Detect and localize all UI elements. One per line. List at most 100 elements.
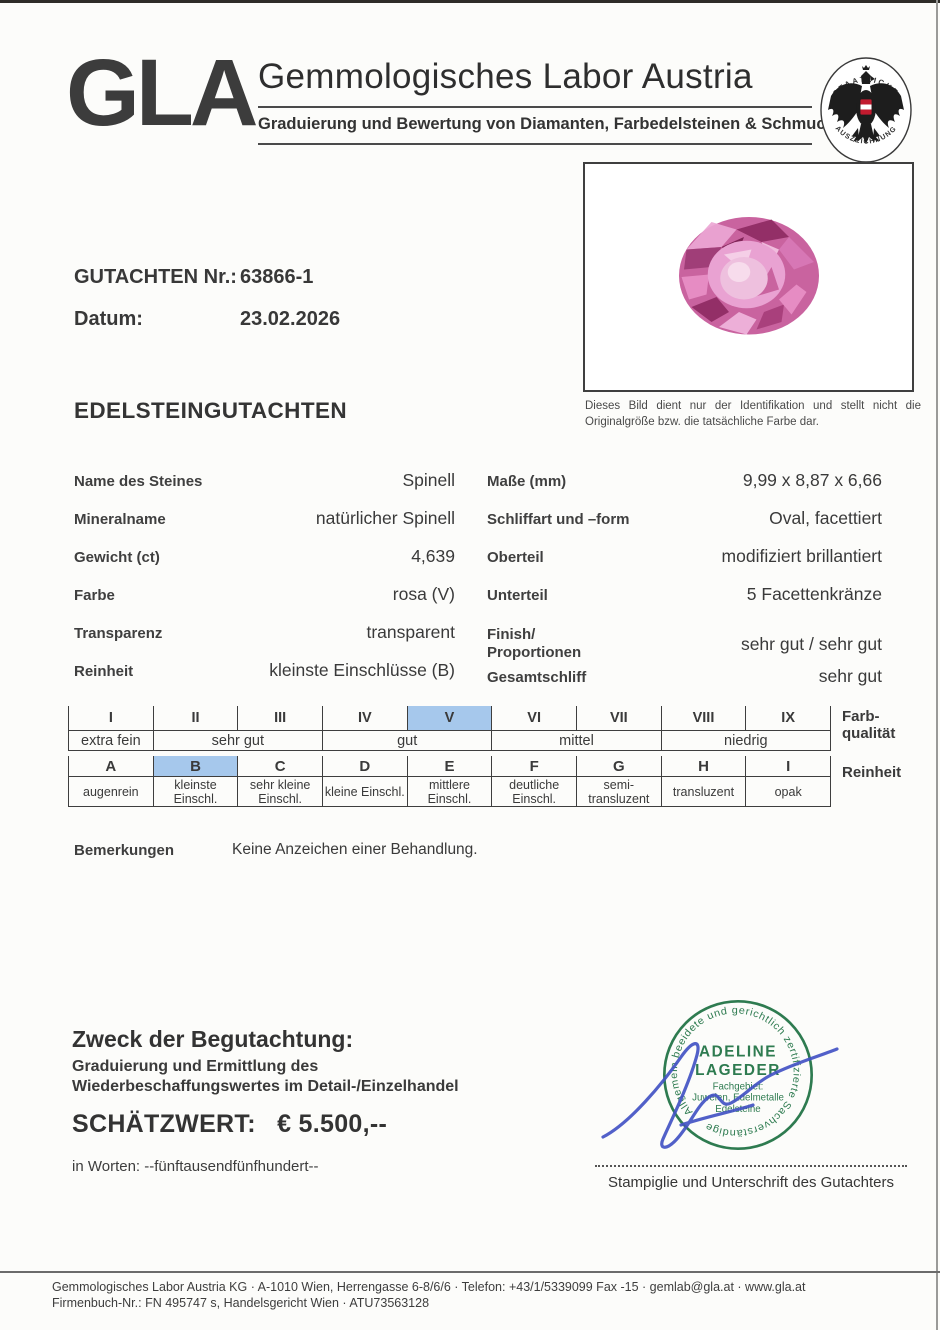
stamp-name-line1: ADELINE bbox=[699, 1044, 777, 1061]
spec-value: sehr gut bbox=[818, 666, 882, 686]
color-grade-cell: IX bbox=[745, 706, 830, 730]
spec-row-transparency: Transparenz transparent bbox=[74, 622, 455, 660]
date-label: Datum: bbox=[74, 308, 143, 330]
remarks-label: Bemerkungen bbox=[74, 842, 175, 859]
stamp-field-label: Fachgebiet: bbox=[713, 1081, 764, 1092]
spec-label: Name des Steines bbox=[74, 473, 203, 490]
spec-label-line1: Finish/ bbox=[487, 626, 536, 643]
clarity-grade-cell: F bbox=[491, 756, 576, 776]
spec-label: Gewicht (ct) bbox=[74, 549, 160, 566]
spec-row-weight: Gewicht (ct) 4,639 bbox=[74, 546, 455, 584]
eagle-shield-icon bbox=[859, 98, 873, 116]
color-grade-cell: VIII bbox=[660, 706, 746, 730]
color-grade-cell: I bbox=[68, 706, 153, 730]
color-group-row: extra fein sehr gut gut mittel niedrig bbox=[68, 730, 831, 751]
footer-registry-line: Firmenbuch-Nr.: FN 495747 s, Handelsgeri… bbox=[52, 1296, 430, 1310]
lab-title-block: Gemmologisches Labor Austria Graduierung… bbox=[258, 57, 835, 145]
spec-label-line2: Proportionen bbox=[487, 644, 582, 661]
clarity-grade-cell: E bbox=[406, 756, 492, 776]
spec-value: Oval, facettiert bbox=[769, 508, 882, 528]
clarity-grade-cell: I bbox=[745, 756, 830, 776]
spec-label: Mineralname bbox=[74, 511, 166, 528]
clarity-description-cell: sehr kleine Einschl. bbox=[237, 777, 322, 806]
header-rule-bottom bbox=[258, 143, 812, 145]
spec-label: Farbe bbox=[74, 587, 115, 604]
color-group-cell: mittel bbox=[491, 731, 660, 750]
clarity-description-cell: kleinste Einschl. bbox=[152, 777, 238, 806]
specs-column-right: Maße (mm) 9,99 x 8,87 x 6,66 Schliffart … bbox=[487, 470, 882, 698]
clarity-grade-cell: D bbox=[321, 756, 407, 776]
color-grade-cell: VI bbox=[491, 706, 576, 730]
clarity-description-cell: deutliche Einschl. bbox=[491, 777, 576, 806]
clarity-description-cell: semi-transluzent bbox=[575, 777, 661, 806]
axis-label-line1: Farb- bbox=[842, 708, 880, 725]
color-grade-cell: VII bbox=[575, 706, 661, 730]
purpose-section: Zweck der Begutachtung: Graduierung und … bbox=[72, 1026, 492, 1097]
signature-caption: Stampiglie und Unterschrift des Gutachte… bbox=[608, 1174, 894, 1191]
header-rule-top bbox=[258, 106, 812, 108]
gemstone-photo-frame bbox=[583, 162, 914, 392]
purpose-line2: Wiederbeschaffungswertes im Detail-/Einz… bbox=[72, 1078, 459, 1095]
estimated-value-label: SCHÄTZWERT: bbox=[72, 1110, 256, 1138]
footer-contact-line: Gemmologisches Labor Austria KG · A-1010… bbox=[52, 1280, 806, 1294]
spec-value: natürlicher Spinell bbox=[315, 508, 455, 528]
color-quality-scale: I II III IV V VI VII VIII IX extra fein … bbox=[68, 706, 831, 807]
photo-caption: Dieses Bild dient nur der Identifikation… bbox=[585, 400, 921, 429]
color-group-cell: gut bbox=[322, 731, 491, 750]
purpose-line1: Graduierung und Ermittlung des bbox=[72, 1058, 319, 1075]
clarity-axis-label: Reinheit bbox=[842, 764, 902, 781]
clarity-description-row: augenrein kleinste Einschl. sehr kleine … bbox=[68, 776, 831, 807]
color-quality-axis-label: Farb- qualität bbox=[842, 708, 895, 743]
date-value: 23.02.2026 bbox=[240, 308, 341, 330]
spec-row-cut-shape: Schliffart und –form Oval, facettiert bbox=[487, 508, 882, 546]
spec-row-overall-cut: Gesamtschliff sehr gut bbox=[487, 666, 882, 698]
signature-line bbox=[595, 1165, 907, 1167]
clarity-description-cell: augenrein bbox=[68, 777, 153, 806]
spec-label: Reinheit bbox=[74, 663, 134, 680]
spec-label: Finish/ Proportionen bbox=[487, 626, 581, 662]
color-grade-cell: IV bbox=[321, 706, 407, 730]
lab-subtitle: Graduierung und Bewertung von Diamanten,… bbox=[258, 115, 835, 133]
gemstone-photo bbox=[678, 217, 819, 335]
clarity-description-cell: mittlere Einschl. bbox=[406, 777, 492, 806]
color-group-cell: extra fein bbox=[68, 731, 153, 750]
clarity-description-cell: kleine Einschl. bbox=[321, 777, 407, 806]
spec-label: Schliffart und –form bbox=[487, 511, 630, 528]
color-grade-cell-selected: V bbox=[406, 706, 492, 730]
spec-value: 9,99 x 8,87 x 6,66 bbox=[742, 470, 882, 490]
clarity-grade-cell-selected: B bbox=[152, 756, 238, 776]
color-group-cell: niedrig bbox=[660, 731, 830, 750]
spec-row-color: Farbe rosa (V) bbox=[74, 584, 455, 622]
estimated-value-row: SCHÄTZWERT: € 5.500,-- bbox=[72, 1110, 387, 1139]
axis-label-line2: qualität bbox=[842, 725, 896, 743]
spec-row-finish-proportions: Finish/ Proportionen sehr gut / sehr gut bbox=[487, 622, 882, 666]
clarity-scale-row: A B C D E F G H I bbox=[68, 756, 831, 776]
spec-label: Oberteil bbox=[487, 549, 544, 566]
clarity-grade-cell: C bbox=[237, 756, 322, 776]
spec-label: Unterteil bbox=[487, 587, 548, 604]
spec-value: rosa (V) bbox=[392, 584, 455, 604]
color-grade-cell: II bbox=[152, 706, 238, 730]
purpose-heading: Zweck der Begutachtung: bbox=[72, 1026, 354, 1052]
scan-edge-right bbox=[936, 0, 938, 1330]
estimated-value-amount: € 5.500,-- bbox=[277, 1110, 388, 1138]
footer-divider bbox=[0, 1271, 940, 1273]
spec-value: Spinell bbox=[402, 470, 455, 490]
scan-edge-top bbox=[0, 0, 940, 3]
spec-value: 5 Facettenkränze bbox=[746, 584, 882, 604]
spec-row-crown: Oberteil modifiziert brillantiert bbox=[487, 546, 882, 584]
spec-value: sehr gut / sehr gut bbox=[740, 633, 882, 654]
certificate-number-label: GUTACHTEN Nr.: bbox=[74, 266, 237, 288]
clarity-grade-cell: A bbox=[68, 756, 153, 776]
specs-column-left: Name des Steines Spinell Mineralname nat… bbox=[74, 470, 455, 698]
clarity-grade-cell: H bbox=[660, 756, 746, 776]
spec-row-pavilion: Unterteil 5 Facettenkränze bbox=[487, 584, 882, 622]
clarity-description-cell: transluzent bbox=[660, 777, 746, 806]
spec-row-mineral-name: Mineralname natürlicher Spinell bbox=[74, 508, 455, 546]
spec-row-stone-name: Name des Steines Spinell bbox=[74, 470, 455, 508]
state-award-emblem-icon: STAATLICHE AUSZEICHNUNG bbox=[816, 54, 916, 171]
spec-label: Transparenz bbox=[74, 625, 163, 642]
color-grade-cell: III bbox=[237, 706, 322, 730]
clarity-grade-cell: G bbox=[575, 756, 661, 776]
spec-label: Maße (mm) bbox=[487, 473, 567, 490]
